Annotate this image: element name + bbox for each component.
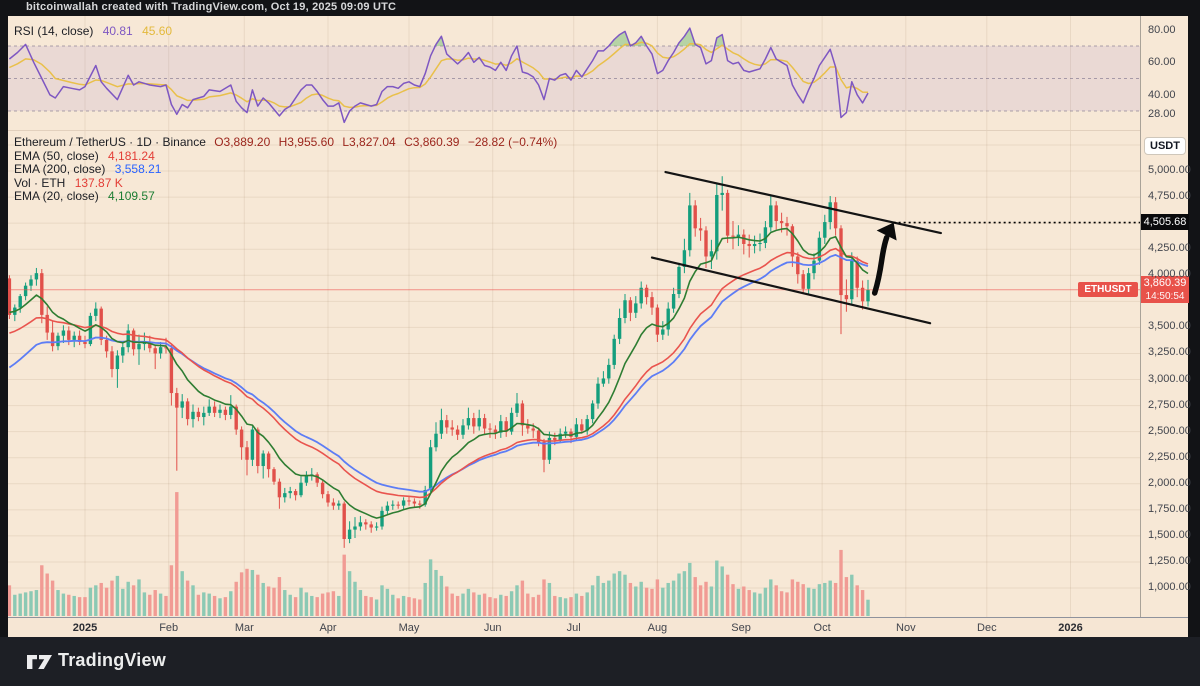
ema20-legend-row: EMA (20, close) 4,109.57	[14, 190, 557, 204]
time-axis-label: Apr	[319, 622, 337, 634]
rsi-axis-label: 28.00	[1148, 108, 1176, 121]
tradingview-logo-icon[interactable]	[26, 650, 54, 674]
price-axis-label: 2,500.00	[1148, 424, 1191, 437]
time-axis-label: Feb	[159, 622, 179, 634]
price-plot[interactable]	[8, 131, 1140, 618]
rsi-axis-label: 60.00	[1148, 56, 1176, 69]
price-axis-label: 2,000.00	[1148, 476, 1191, 489]
time-axis-label: Sep	[731, 622, 751, 634]
ohlc-change: −28.82 (−0.74%)	[467, 135, 558, 149]
time-axis-label: Mar	[234, 622, 254, 634]
ema20-value: 4,109.57	[108, 189, 155, 204]
price-axis-label: 3,250.00	[1148, 346, 1191, 359]
current-price-tag: 3,860.39 14:50:54	[1141, 276, 1189, 303]
attribution-bar: bitcoinwallah created with TradingView.c…	[0, 0, 1200, 16]
tradingview-brand-text[interactable]: TradingView	[58, 650, 166, 670]
rsi-plot[interactable]	[8, 16, 1140, 130]
price-axis-label: 2,250.00	[1148, 450, 1191, 463]
rsi-value: 40.81	[102, 24, 133, 38]
ohlc-close: C3,860.39	[404, 135, 460, 149]
symbol-ohlc-row: Ethereum / TetherUS · 1D · Binance O3,88…	[14, 135, 558, 150]
symbol-price-label: ETHUSDT	[1078, 282, 1138, 297]
rsi-legend[interactable]: RSI (14, close) 40.81 45.60	[14, 24, 172, 38]
time-axis[interactable]: 2025 Feb Mar Apr May Jun Jul Aug Sep Oct Nov Dec 202…	[8, 617, 1188, 637]
ema50-label: EMA (50, close)	[14, 148, 99, 163]
current-price: 3,860.39	[1143, 277, 1187, 289]
price-axis-label: 1,000.00	[1148, 581, 1191, 593]
ohlc-open: O3,889.20	[214, 135, 271, 149]
attribution-text: bitcoinwallah created with TradingView.c…	[26, 1, 397, 13]
time-axis-label: 2026	[1058, 622, 1083, 634]
time-axis-label: Aug	[647, 622, 668, 634]
volume-label: Vol · ETH	[14, 175, 66, 190]
price-pane[interactable]: Ethereum / TetherUS · 1D · Binance O3,88…	[8, 130, 1140, 618]
price-axis-label: 1,250.00	[1148, 554, 1191, 567]
time-axis-label: Dec	[977, 622, 997, 634]
footer-bar: TradingView	[0, 637, 1200, 686]
ema50-legend-row: EMA (50, close) 4,181.24	[14, 148, 557, 164]
rsi-pane[interactable]: RSI (14, close) 40.81 45.60	[8, 16, 1140, 130]
target-price-tag: 4,505.68	[1141, 214, 1189, 230]
price-axis-label: 1,500.00	[1148, 528, 1191, 541]
rsi-legend-label: RSI (14, close)	[14, 24, 94, 38]
ohlc-low: L3,827.04	[342, 135, 396, 149]
volume-value: 137.87 K	[74, 175, 123, 190]
time-axis-label: Oct	[813, 622, 831, 634]
price-axis-label: 4,000.00	[1148, 268, 1191, 281]
price-axis-label: 4,250.00	[1148, 242, 1191, 255]
ema200-legend-row: EMA (200, close) 3,558.21	[14, 162, 557, 177]
price-axis-label: 2,750.00	[1148, 398, 1191, 411]
price-axis-label: 5,000.00	[1148, 164, 1191, 176]
price-axis[interactable]: USDT 4,505.68 3,860.39 14:50:54 5,000.00…	[1140, 16, 1191, 617]
time-axis-label: Jun	[483, 622, 502, 634]
rsi-axis-label: 40.00	[1148, 88, 1176, 101]
symbol-title: Ethereum / TetherUS · 1D · Binance	[14, 135, 206, 149]
time-axis-label: Jul	[566, 622, 581, 634]
time-axis-label: Nov	[896, 622, 916, 634]
price-axis-label: 4,750.00	[1148, 190, 1191, 203]
ema20-label: EMA (20, close)	[14, 189, 99, 204]
bar-countdown: 14:50:54	[1145, 291, 1185, 302]
ema200-value: 3,558.21	[114, 162, 162, 177]
time-axis-label: 2025	[72, 622, 98, 634]
ema50-value: 4,181.24	[108, 148, 155, 163]
time-axis-label: May	[398, 622, 420, 634]
price-axis-label: 3,500.00	[1148, 320, 1191, 333]
currency-toggle-button[interactable]: USDT	[1144, 137, 1186, 155]
volume-legend-row: Vol · ETH 137.87 K	[14, 175, 557, 191]
price-pane-legend[interactable]: Ethereum / TetherUS · 1D · Binance O3,88…	[14, 135, 558, 204]
ohlc-high: H3,955.60	[278, 135, 334, 149]
price-axis-label: 3,000.00	[1148, 372, 1191, 385]
ema200-label: EMA (200, close)	[14, 162, 106, 177]
chart-area[interactable]: RSI (14, close) 40.81 45.60 Ethereum / T…	[8, 16, 1191, 637]
rsi-axis-label: 80.00	[1148, 23, 1176, 36]
price-axis-label: 1,750.00	[1148, 502, 1191, 515]
rsi-ma-value: 45.60	[142, 24, 173, 38]
